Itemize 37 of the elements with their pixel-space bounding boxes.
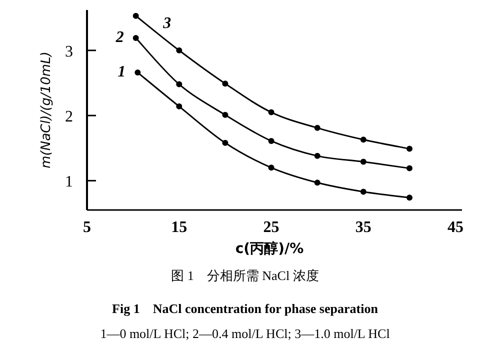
caption: 图 1 分相所需 NaCl 浓度 — [171, 268, 319, 283]
series-label: 2 — [114, 29, 124, 46]
point — [176, 103, 182, 110]
text: 1—0 mol/L HCl; 2—0.4 mol/L HCl; 3—1.0 mol/L HCl — [100, 326, 390, 341]
point — [360, 136, 366, 143]
x-tick-label: 5 — [83, 219, 91, 236]
caption: Fig 1 NaCl concentration for phase separation — [112, 301, 379, 316]
x-tick-label: 45 — [448, 219, 464, 236]
point — [134, 70, 141, 76]
point — [314, 180, 320, 186]
point — [268, 109, 274, 116]
point — [406, 165, 412, 172]
point — [314, 152, 320, 159]
y-tick-label: 1 — [65, 174, 73, 191]
series-label: 1 — [118, 64, 126, 81]
x-tick-label: 15 — [171, 219, 188, 236]
point — [132, 12, 139, 19]
x-tick-label: 25 — [263, 219, 280, 236]
point — [406, 146, 412, 152]
point — [406, 194, 412, 201]
x-axis-title: c(丙醇)/% — [235, 240, 304, 257]
point — [268, 164, 274, 171]
y-tick-label: 2 — [65, 108, 73, 126]
y-tick-label: 3 — [65, 43, 73, 60]
point — [360, 158, 366, 165]
point — [176, 81, 182, 88]
point — [132, 35, 139, 42]
point — [360, 188, 366, 195]
series-label: 3 — [162, 14, 172, 32]
point — [222, 140, 228, 146]
point — [268, 138, 274, 144]
x-tick-label: 35 — [355, 219, 372, 236]
y-axis-title: m(NaCl)/(g/10mL) — [39, 52, 54, 168]
point — [222, 112, 228, 118]
point — [176, 47, 182, 54]
point — [314, 124, 320, 131]
point — [222, 80, 228, 87]
